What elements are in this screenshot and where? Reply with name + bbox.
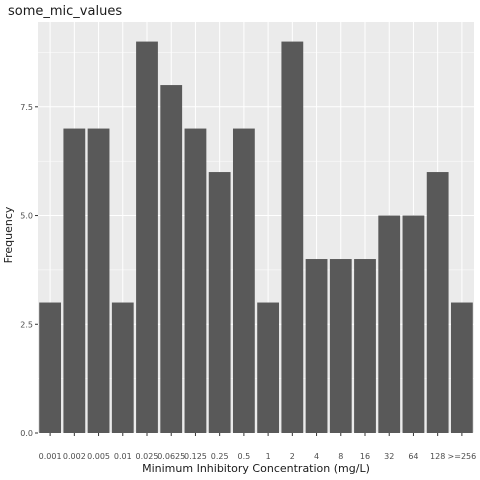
bar [426,172,449,434]
x-tick-label: 0.5 [238,452,251,461]
y-tick-label: 2.5 [20,320,33,329]
bar [136,41,158,433]
x-tick-label: 0.0625 [157,452,185,461]
bar [305,259,328,433]
bar [208,172,231,434]
bar [402,215,425,433]
y-tick-label: 7.5 [20,103,33,112]
x-tick-label: 64 [408,452,418,461]
y-tick-label: 5.0 [20,212,33,221]
bar [281,41,304,433]
x-axis-title: Minimum Inhibitory Concentration (mg/L) [142,462,370,475]
plot-panel [38,22,474,433]
y-axis-title: Frequency [2,206,15,263]
x-tick-label: 0.25 [211,452,229,461]
bar [160,85,183,434]
x-tick-label: 0.025 [136,452,159,461]
x-tick-label: 4 [314,452,319,461]
x-tick-label: >=256 [448,452,477,461]
y-axis: 0.0 2.5 5.0 7.5 [20,103,38,438]
y-tick-label: 0.0 [20,429,33,438]
x-tick-label: 8 [338,452,343,461]
bar [232,128,255,434]
x-tick-label: 0.01 [114,452,132,461]
x-tick-label: 0.002 [63,452,86,461]
bar [111,302,134,433]
x-tick-label: 16 [360,452,370,461]
bar [39,302,62,433]
bar [257,302,280,433]
bar [450,302,473,433]
bar [354,259,376,433]
bar [184,128,207,434]
x-tick-label: 0.001 [39,452,62,461]
bar [87,128,110,434]
x-tick-label: 2 [290,452,295,461]
x-tick-label: 1 [266,452,271,461]
x-tick-label: 0.005 [87,452,110,461]
bars [39,41,473,434]
x-tick-label: 32 [384,452,394,461]
bar [378,215,401,433]
x-tick-label: 128 [430,452,445,461]
x-tick-label: 0.125 [184,452,207,461]
grid-minor [38,52,474,379]
chart-title: some_mic_values [8,4,122,19]
bar [329,259,352,433]
bar [63,128,86,434]
